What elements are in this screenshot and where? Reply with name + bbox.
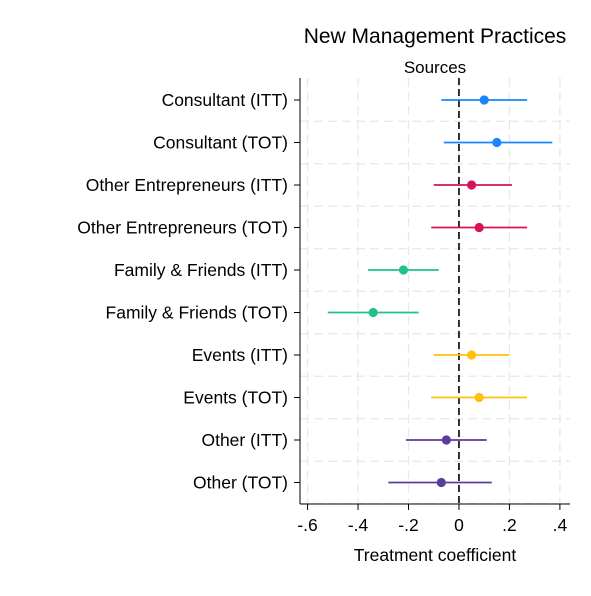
point-estimate [441, 435, 451, 445]
x-axis-label: Treatment coefficient [354, 545, 517, 565]
x-tick-label: -.4 [348, 515, 369, 535]
x-tick-label: -.6 [297, 515, 317, 535]
chart-subtitle: Sources [404, 58, 466, 77]
point-estimate [474, 222, 484, 233]
y-category-label: Other Entrepreneurs (TOT) [77, 218, 288, 238]
y-category-label: Other (ITT) [201, 430, 288, 450]
y-category-label: Family & Friends (TOT) [106, 303, 288, 323]
y-category-label: Other (TOT) [193, 473, 288, 493]
point-estimate [474, 392, 484, 403]
y-category-label: Events (ITT) [192, 345, 288, 365]
point-estimate [492, 137, 502, 148]
chart-title: New Management Practices [304, 25, 567, 48]
x-tick-label: .4 [553, 515, 568, 535]
point-estimate [368, 307, 378, 318]
point-estimate [466, 180, 477, 190]
point-estimate [436, 477, 446, 488]
y-category-label: Consultant (TOT) [153, 133, 288, 153]
point-estimate [466, 350, 477, 360]
y-category-label: Family & Friends (ITT) [114, 260, 288, 280]
y-category-label: Events (TOT) [183, 388, 288, 408]
y-category-label: Other Entrepreneurs (ITT) [86, 175, 288, 195]
point-estimate [398, 265, 409, 275]
x-tick-label: 0 [454, 515, 464, 535]
point-estimate [479, 95, 489, 105]
x-tick-label: .2 [502, 515, 517, 535]
marks-layer [327, 78, 553, 504]
axes-layer: -.6 -.4 -.2 0 .2 .4 Consultant (ITT) Consultant… [77, 78, 570, 535]
grid-layer [300, 78, 570, 505]
x-tick-label: -.2 [398, 515, 418, 535]
y-category-label: Consultant (ITT) [162, 90, 288, 110]
